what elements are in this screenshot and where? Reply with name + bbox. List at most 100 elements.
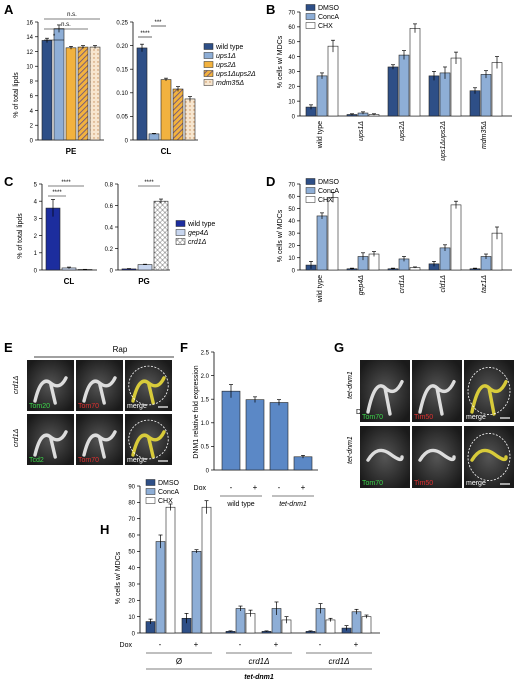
panel-a-cl-bar — [184, 98, 196, 141]
panel-a-legend-swatch — [203, 43, 214, 50]
panel-c-sig-2: **** — [52, 190, 62, 196]
panel-f-axis-tick-label: 0.5 — [201, 445, 210, 451]
panel-e-tile-channel-label: Tom70 — [78, 457, 99, 464]
panel-b-ylabel: % cells w/ MDCs — [277, 35, 284, 88]
panel-f-dox-label: Dox — [194, 485, 207, 492]
panel-d-axis-tick-label: 0 — [292, 268, 296, 274]
panel-c-axis2-tick-label: 0 — [110, 268, 114, 274]
panel-c-axis2-tick-label: 0.2 — [105, 247, 114, 253]
panel-b-bar — [469, 90, 481, 117]
panel-h-dox-label: Dox — [120, 642, 133, 649]
panel-b-bar — [480, 74, 492, 117]
panel-d-legend-swatch — [305, 178, 316, 185]
panel-a-pe-bar — [41, 40, 53, 141]
panel-a-group-cl: CL — [161, 147, 172, 156]
panel-g-tile-signal — [366, 448, 404, 462]
panel-g-row2-label: tet-dnm1 — [347, 436, 354, 464]
panel-c-axis1-tick-label: 3 — [34, 217, 38, 223]
panel-e-tile-cell-outline — [128, 419, 169, 460]
panel-e-tile-channel-label: merge — [127, 403, 147, 410]
panel-h-axis-tick-label: 70 — [128, 517, 135, 523]
panel-c-legend-label: wild type — [187, 221, 215, 228]
panel-b-axis-tick-label: 60 — [288, 25, 295, 31]
panel-letter-a: A — [4, 2, 14, 17]
panel-c-legend-label: gep4Δ — [188, 230, 209, 237]
panel-e-tile-channel-label: Tom70 — [78, 403, 99, 410]
panel-e-tile-signal — [33, 430, 68, 459]
panel-d-ylabel: % cells w/ MDCs — [277, 209, 284, 262]
panel-h-dox-value: - — [159, 640, 162, 649]
panel-d-bar — [327, 197, 339, 271]
panel-h-dox-value: + — [194, 640, 199, 649]
panel-h-legend-swatch — [145, 497, 156, 504]
panel-f-dox-value: + — [253, 483, 258, 492]
panel-a-sig-4: **** — [140, 31, 150, 37]
panel-d-legend-swatch — [305, 187, 316, 194]
panel-b-bar — [439, 72, 451, 117]
panel-letter-d: D — [266, 174, 275, 189]
panel-c-axis1-tick-label: 0 — [34, 268, 38, 274]
panel-c-axis1-tick-label: 4 — [34, 200, 38, 206]
panel-a-axis1-tick-label: 4 — [30, 109, 34, 115]
panel-a-pe-bar — [65, 47, 77, 141]
panel-e-tile-signal — [131, 376, 166, 405]
panel-letter-c: C — [4, 174, 14, 189]
panel-a-axis1-tick-label: 8 — [30, 79, 34, 85]
panel-a-legend-label: mdm35Δ — [216, 80, 244, 87]
panel-h-bar — [201, 506, 212, 634]
panel-h-axis-tick-label: 20 — [128, 599, 135, 605]
panel-letter-g: G — [334, 340, 344, 355]
panel-g-micrographs: tet-dnm1 Dox tet-dnm1 Tom70Tim50mergeTom… — [347, 360, 514, 488]
panel-b-chart: % cells w/ MDCs 0 10 20 30 40 50 60 70 wild typ… — [277, 4, 512, 161]
panel-b-legend-swatch — [305, 4, 316, 11]
panel-d-axis-tick-label: 50 — [288, 207, 295, 213]
panel-b-bar — [409, 28, 421, 117]
panel-f-dox-value: + — [301, 483, 306, 492]
panel-letter-b: B — [266, 2, 275, 17]
panel-f-bar — [221, 390, 241, 471]
panel-c-legend-label: crd1Δ — [188, 239, 207, 246]
panel-c-axis2-tick-label: 0.8 — [105, 182, 114, 188]
panel-b-legend-swatch — [305, 22, 316, 29]
panel-a-legend-label: ups2Δ — [216, 62, 236, 69]
panel-d-axis-tick-label: 60 — [288, 195, 295, 201]
panel-g-tile-cell-outline — [467, 433, 511, 481]
panel-c-ylabel: % of total lipds — [17, 213, 24, 259]
panel-c-axis1-tick-label: 2 — [34, 234, 38, 240]
panel-d-category: crd1Δ — [399, 275, 406, 294]
panel-h-legend-swatch — [145, 488, 156, 495]
panel-c-sig-1: **** — [61, 180, 71, 186]
panel-d-legend-swatch — [305, 196, 316, 203]
panel-d-axis-tick-label: 30 — [288, 231, 295, 237]
panel-h-legend-label: CHX — [158, 498, 173, 505]
panel-d-category: gep4Δ — [358, 275, 365, 296]
panel-b-bar — [327, 45, 339, 117]
panel-b-category: ups1Δups2Δ — [440, 121, 447, 161]
panel-d-axis-tick-label: 10 — [288, 256, 295, 262]
panel-a-axis2-tick-label: 0 — [125, 138, 129, 144]
panel-d-chart: % cells w/ MDCs 0 10 20 30 40 50 60 70 wild typ… — [277, 178, 512, 303]
panel-h-bar — [155, 541, 166, 634]
panel-h-axis-tick-label: 80 — [128, 501, 135, 507]
panel-d-legend-label: DMSO — [318, 179, 340, 186]
panel-d-category: taz1Δ — [481, 275, 488, 293]
panel-f-chart: DNM1 relative fold expression 0 0.5 1.0 1.5… — [193, 350, 318, 508]
panel-letter-h: H — [100, 522, 109, 537]
panel-f-bar — [293, 456, 313, 471]
panel-g-row1-label: tet-dnm1 — [347, 371, 354, 399]
panel-a-legend-label: ups1Δ — [216, 53, 236, 60]
panel-c-group-pg: PG — [138, 277, 150, 286]
panel-b-legend-label: ConcA — [318, 14, 339, 21]
panel-h-axis-tick-label: 0 — [132, 631, 136, 637]
panel-g-tile-channel-label: Tim50 — [414, 480, 433, 487]
panel-g-tile-signal — [366, 380, 404, 416]
panel-e-row2-label: crd1Δ — [13, 429, 20, 448]
panel-e-tile-channel-label: merge — [127, 457, 147, 464]
panel-h-axis-tick-label: 50 — [128, 550, 135, 556]
panel-h-bottom-label: tet-dnm1 — [244, 674, 274, 681]
panel-g-tile-channel-label: Tom70 — [362, 414, 383, 421]
panel-c-legend-swatch — [175, 238, 186, 245]
panel-g-tile-signal — [470, 380, 508, 416]
panel-c-pg-bar — [153, 200, 169, 271]
